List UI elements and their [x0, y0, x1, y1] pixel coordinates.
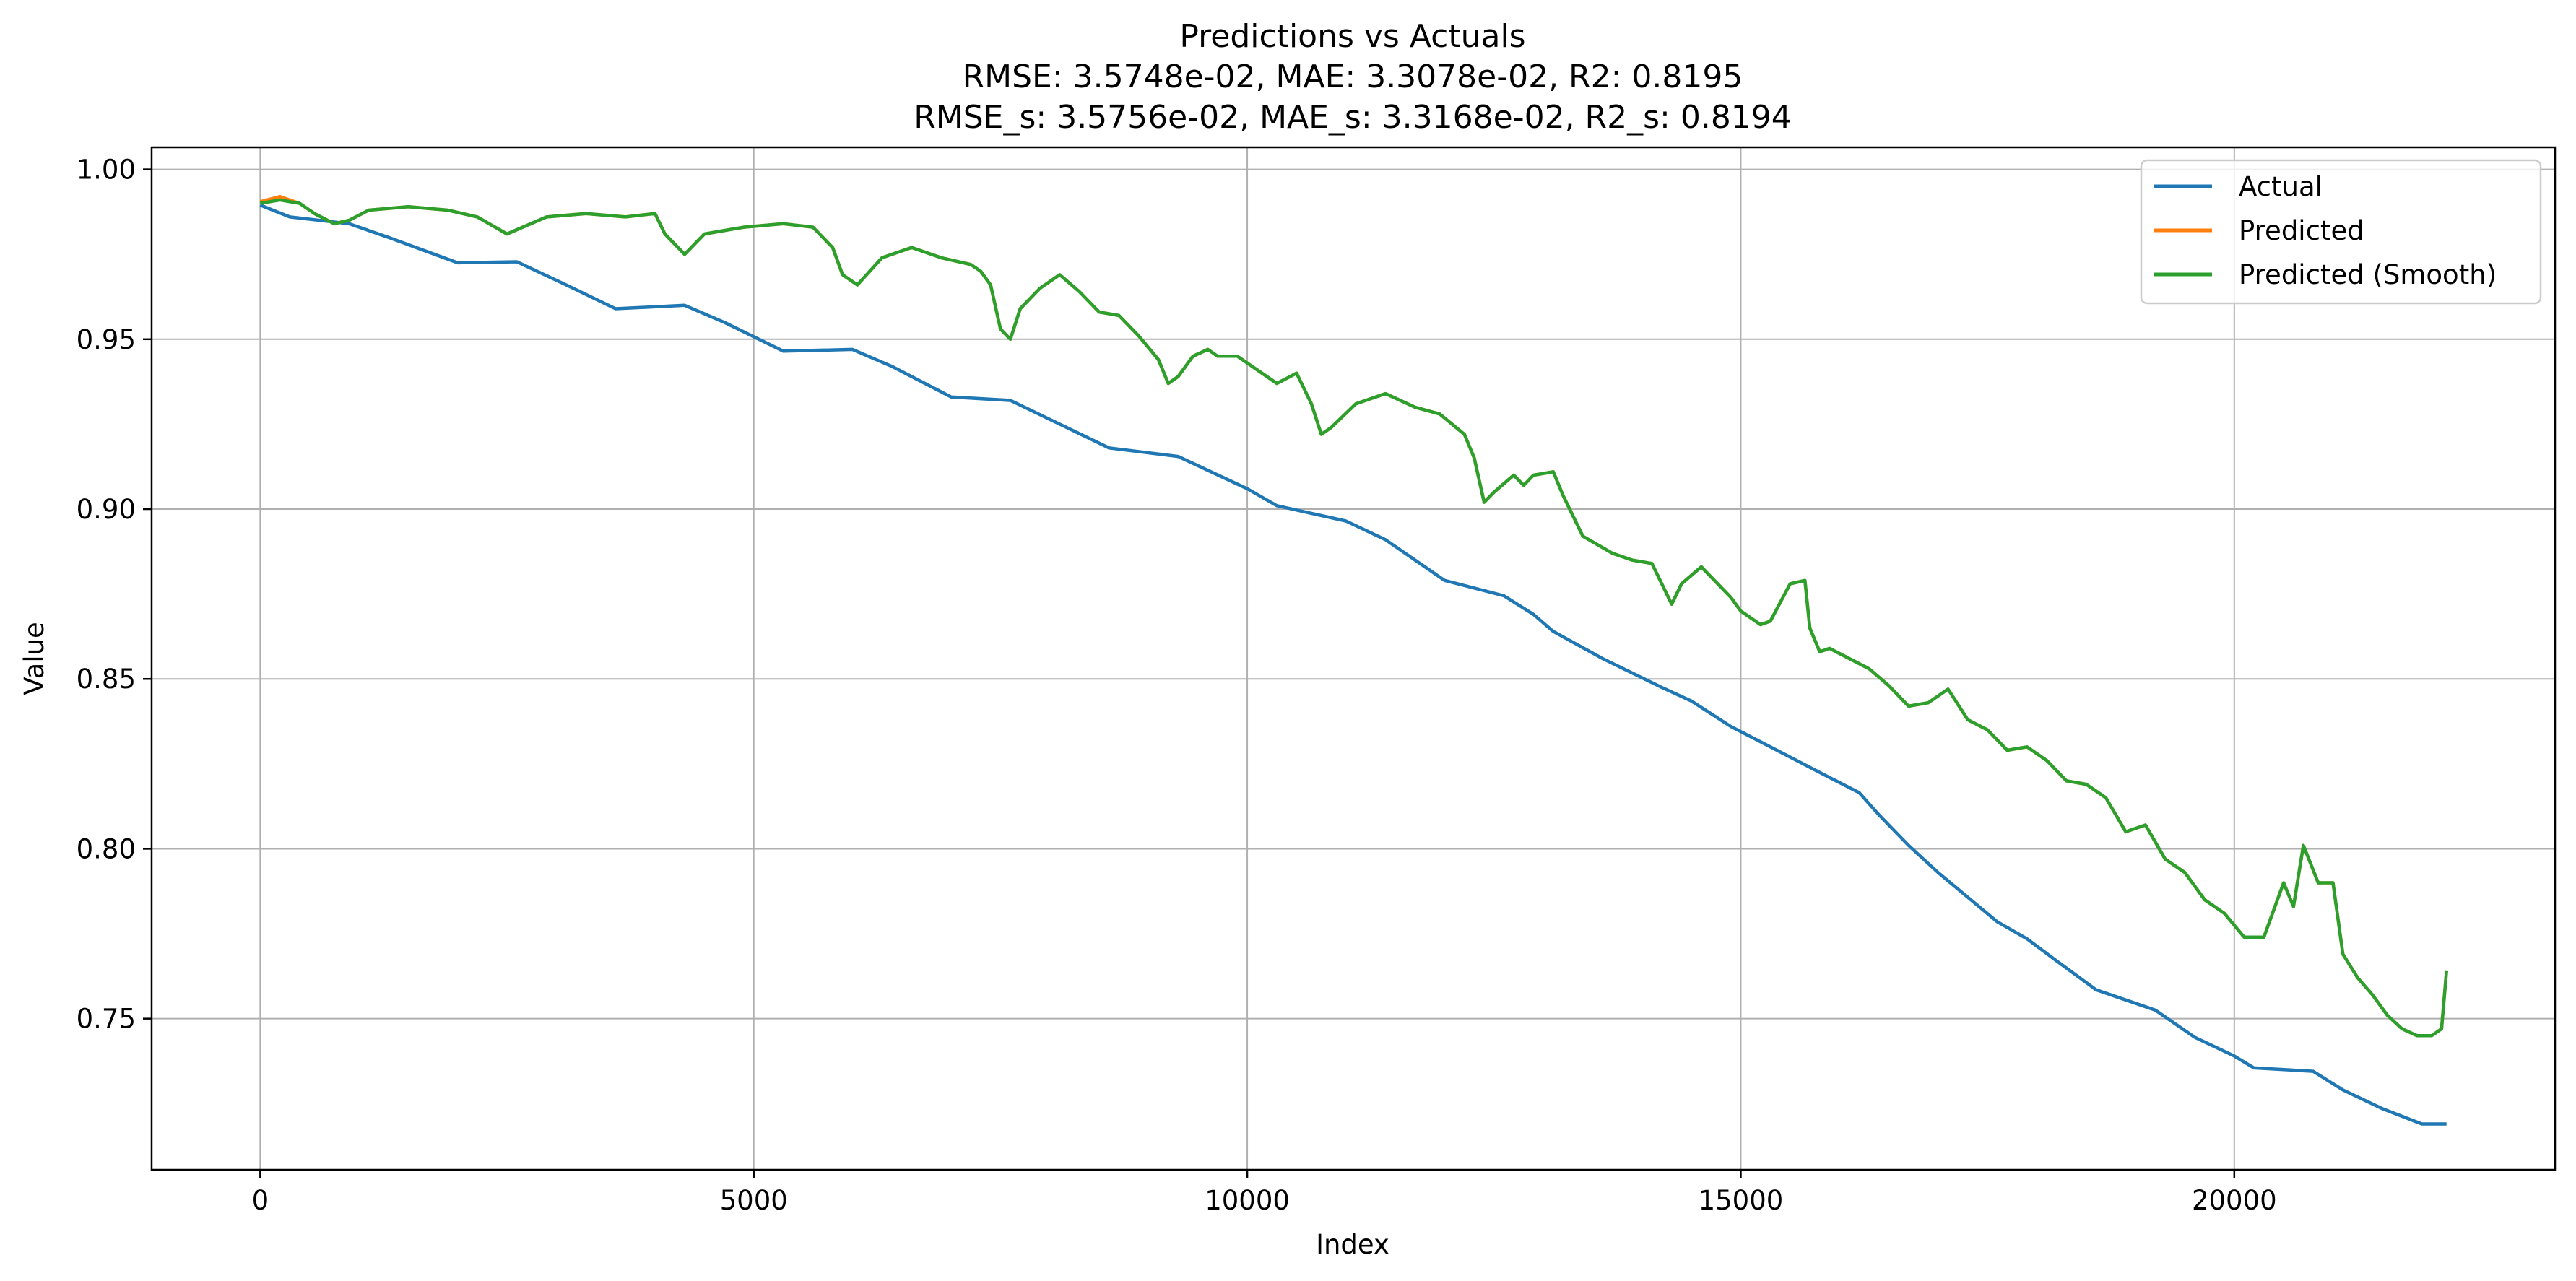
y-tick-label: 0.85	[77, 664, 136, 695]
y-tick-label: 0.95	[77, 324, 136, 355]
chart-title: Predictions vs Actuals	[1179, 18, 1525, 55]
plot-area	[259, 194, 2448, 1126]
y-axis-label: Value	[19, 622, 50, 695]
legend-label-predicted: Predicted	[2239, 215, 2364, 246]
series-line-actual	[259, 203, 2447, 1126]
plot-frame	[150, 146, 2557, 1171]
legend-label-actual: Actual	[2239, 171, 2323, 202]
x-tick-label: 0	[252, 1185, 269, 1216]
axis-ticks: 0 5000 10000 15000 20000 0.75 0.80 0.85 0.90 0.95…	[77, 155, 2277, 1216]
chart-subtitle-line-2: RMSE_s: 3.5756e-02, MAE_s: 3.3168e-02, R…	[914, 99, 1792, 136]
y-tick-label: 0.90	[77, 494, 136, 525]
y-tick-label: 0.80	[77, 833, 136, 864]
series-line-predicted-smooth	[259, 198, 2448, 1038]
x-tick-label: 15000	[1699, 1185, 1784, 1216]
chart-subtitle-line-1: RMSE: 3.5748e-02, MAE: 3.3078e-02, R2: 0…	[963, 58, 1743, 95]
x-tick-label: 10000	[1205, 1185, 1290, 1216]
x-tick-label: 20000	[2192, 1185, 2277, 1216]
y-tick-label: 0.75	[77, 1004, 136, 1035]
y-tick-label: 1.00	[77, 155, 136, 186]
legend: Actual Predicted Predicted (Smooth)	[2140, 159, 2542, 305]
legend-box	[2140, 159, 2542, 305]
x-axis-label: Index	[1316, 1229, 1389, 1260]
legend-label-smooth: Predicted (Smooth)	[2239, 259, 2497, 290]
x-tick-label: 5000	[720, 1185, 788, 1216]
